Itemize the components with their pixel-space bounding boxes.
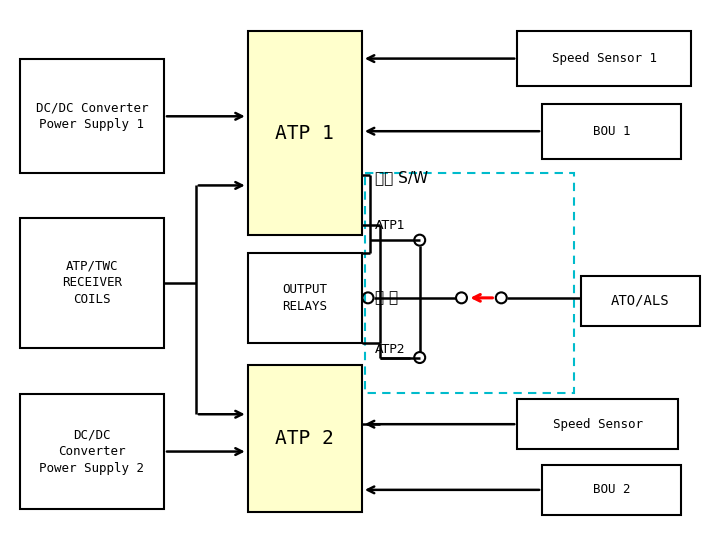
Text: 전환 S/W: 전환 S/W xyxy=(375,170,428,185)
Text: ATP1: ATP1 xyxy=(375,219,406,232)
Bar xyxy=(20,394,164,509)
Bar xyxy=(20,59,164,173)
Bar xyxy=(581,276,700,325)
Bar xyxy=(365,173,574,393)
Text: ATO/ALS: ATO/ALS xyxy=(611,294,670,308)
Text: ATP 1: ATP 1 xyxy=(276,124,334,143)
Text: ATP2: ATP2 xyxy=(375,343,406,356)
Text: OUTPUT
RELAYS: OUTPUT RELAYS xyxy=(282,283,327,313)
Bar xyxy=(248,365,362,512)
Text: BOU 2: BOU 2 xyxy=(593,483,630,497)
Text: DC/DC
Converter
Power Supply 2: DC/DC Converter Power Supply 2 xyxy=(39,428,145,475)
Bar xyxy=(542,465,681,515)
Text: DC/DC Converter
Power Supply 1: DC/DC Converter Power Supply 1 xyxy=(36,101,148,131)
Bar xyxy=(248,253,362,343)
Text: ATP 2: ATP 2 xyxy=(276,429,334,448)
Text: BOU 1: BOU 1 xyxy=(593,125,630,138)
Text: 병 렬: 병 렬 xyxy=(375,291,398,306)
Text: Speed Sensor 1: Speed Sensor 1 xyxy=(552,52,656,65)
Text: ATP/TWC
RECEIVER
COILS: ATP/TWC RECEIVER COILS xyxy=(62,259,122,307)
Bar xyxy=(20,218,164,348)
Bar xyxy=(248,31,362,235)
Bar xyxy=(517,31,691,86)
Text: Speed Sensor: Speed Sensor xyxy=(553,417,643,431)
Bar xyxy=(517,399,678,449)
Bar xyxy=(542,104,681,159)
